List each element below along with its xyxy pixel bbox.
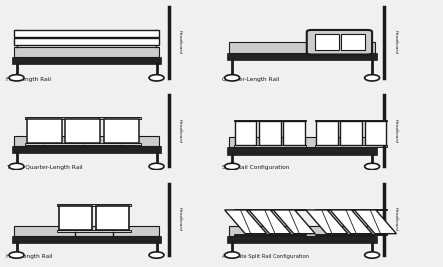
Circle shape [149, 252, 164, 258]
Bar [315, 120, 387, 121]
Circle shape [225, 252, 240, 258]
Bar [340, 121, 362, 145]
Text: Headboard: Headboard [178, 207, 182, 231]
Text: Half-Length Rail: Half-Length Rail [6, 254, 53, 259]
Bar [227, 147, 377, 155]
Bar [229, 137, 375, 147]
Text: Headboard: Headboard [178, 30, 182, 54]
Circle shape [149, 163, 164, 170]
Circle shape [365, 252, 380, 258]
Bar [234, 209, 306, 210]
Text: Alternate Split Rail Configuration: Alternate Split Rail Configuration [222, 254, 309, 259]
Polygon shape [354, 210, 396, 234]
Text: Headboard: Headboard [393, 30, 397, 54]
Polygon shape [225, 210, 267, 234]
Circle shape [365, 163, 380, 170]
Circle shape [225, 75, 240, 81]
Bar [12, 236, 161, 243]
Bar [229, 226, 375, 236]
Bar [25, 143, 141, 145]
Circle shape [149, 75, 164, 81]
Bar [96, 206, 129, 230]
Bar [234, 145, 306, 147]
Bar [25, 117, 141, 119]
Bar [14, 38, 159, 45]
Text: Headboard: Headboard [393, 119, 397, 143]
Circle shape [225, 163, 240, 170]
Bar [315, 34, 339, 50]
Polygon shape [330, 210, 372, 234]
Bar [316, 121, 338, 145]
Text: Full-Length Rail: Full-Length Rail [6, 77, 51, 82]
Polygon shape [273, 210, 315, 234]
Bar [315, 145, 387, 147]
Bar [234, 234, 306, 235]
Bar [14, 136, 159, 146]
Bar [315, 209, 387, 210]
Circle shape [9, 163, 24, 170]
Bar [12, 146, 161, 153]
Bar [57, 230, 131, 232]
Text: Quarter-Length Rail: Quarter-Length Rail [222, 77, 279, 82]
Circle shape [9, 75, 24, 81]
Bar [104, 119, 139, 143]
Bar [234, 120, 306, 121]
Circle shape [365, 75, 380, 81]
Bar [12, 57, 161, 64]
Text: Headboard: Headboard [393, 207, 397, 231]
Bar [27, 119, 62, 143]
Bar [227, 53, 377, 60]
Bar [229, 42, 375, 53]
Bar [365, 121, 386, 145]
Bar [57, 205, 131, 206]
Polygon shape [306, 210, 348, 234]
Bar [14, 47, 159, 57]
Bar [66, 119, 100, 143]
Bar [227, 236, 377, 243]
Bar [284, 121, 305, 145]
Circle shape [9, 252, 24, 258]
FancyBboxPatch shape [307, 30, 372, 54]
Bar [235, 121, 256, 145]
Text: Split Rail Configuration: Split Rail Configuration [222, 165, 289, 170]
Bar [259, 121, 281, 145]
Bar [14, 226, 159, 236]
Text: Three-Quarter-Length Rail: Three-Quarter-Length Rail [6, 165, 83, 170]
Polygon shape [249, 210, 291, 234]
Bar [14, 30, 159, 37]
Bar [342, 34, 365, 50]
Text: Headboard: Headboard [178, 119, 182, 143]
Bar [315, 234, 387, 235]
Bar [59, 206, 92, 230]
